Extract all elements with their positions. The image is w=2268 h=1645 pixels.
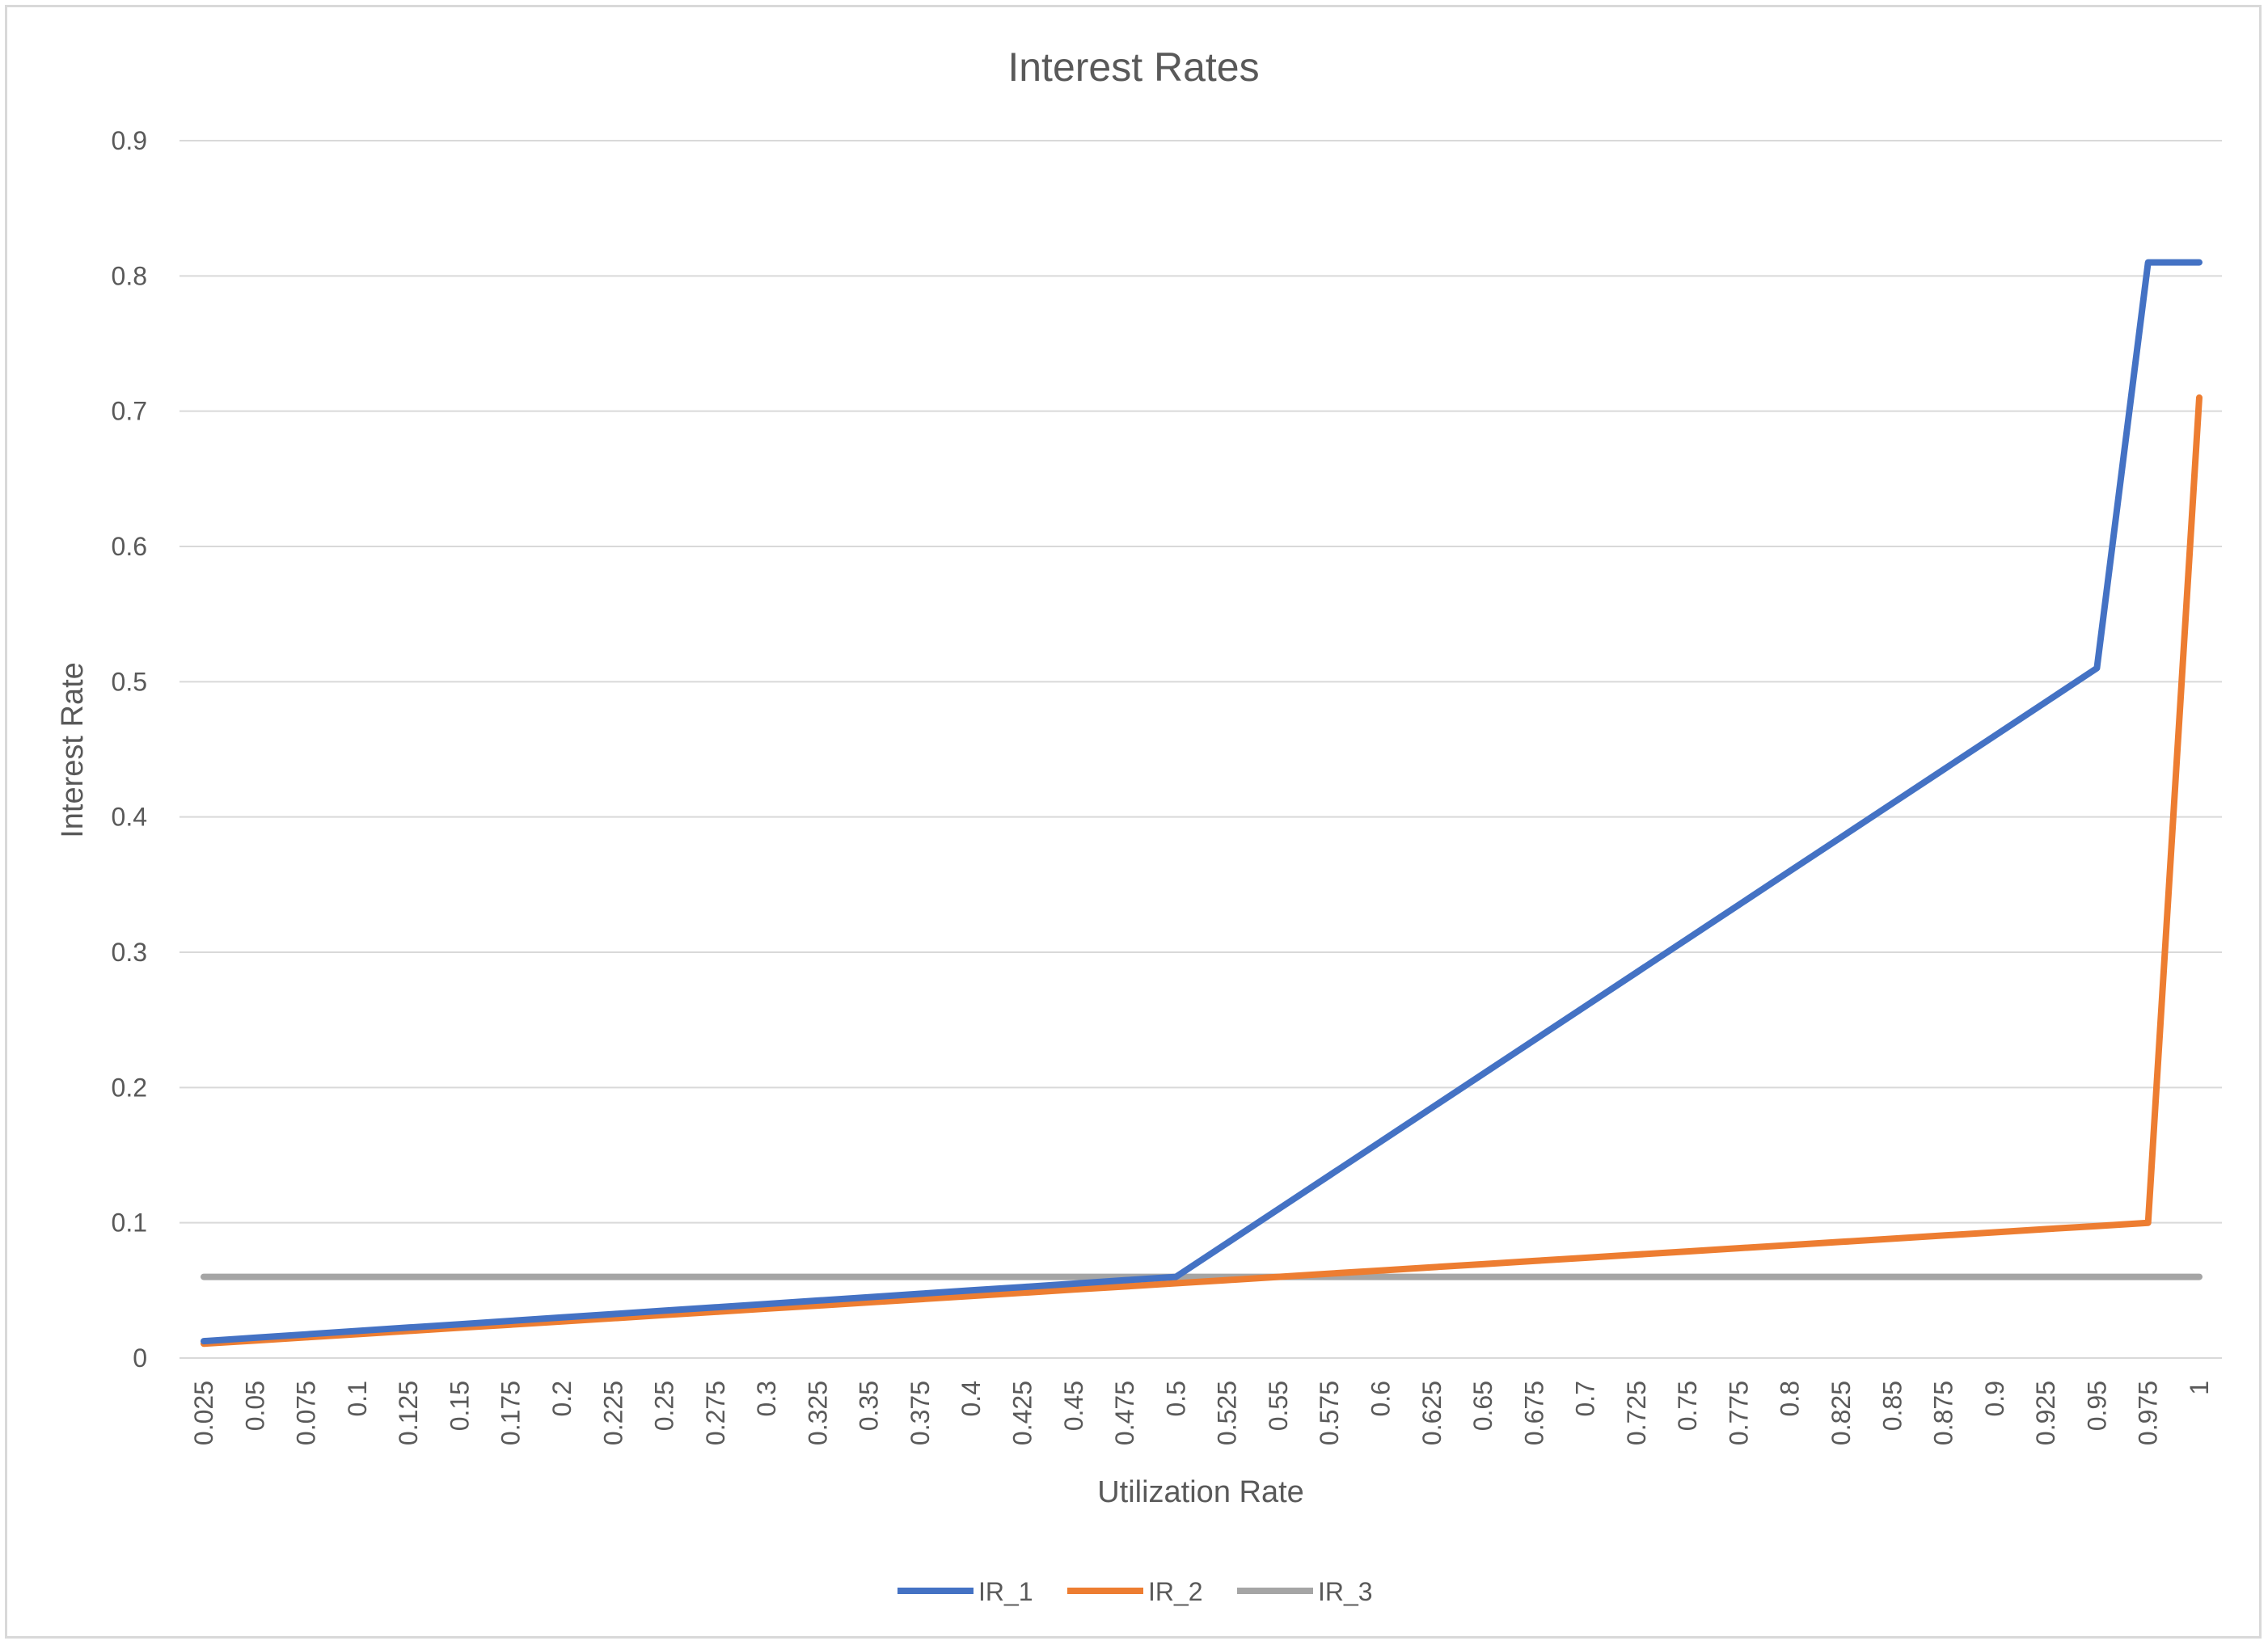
x-tick-label: 0.95: [2082, 1381, 2111, 1431]
y-tick-label: 0.3: [112, 938, 147, 967]
x-tick-label: 0.975: [2134, 1381, 2163, 1445]
x-tick-label: 0.725: [1622, 1381, 1651, 1445]
x-tick-label: 0.6: [1366, 1381, 1395, 1416]
y-tick-label: 0.7: [112, 397, 147, 426]
x-tick-label: 0.3: [752, 1381, 781, 1416]
x-tick-label: 0.75: [1673, 1381, 1702, 1431]
legend-label: IR_3: [1318, 1577, 1373, 1606]
x-tick-label: 0.675: [1519, 1381, 1548, 1445]
x-tick-label: 0.225: [598, 1381, 627, 1445]
x-tick-label: 0.575: [1315, 1381, 1344, 1445]
x-tick-label: 0.525: [1213, 1381, 1242, 1445]
gridlines: [179, 140, 2222, 1359]
y-axis-ticks: 0 0.1 0.2 0.3 0.4 0.5 0.6 0.7 0.8 0.9: [112, 126, 147, 1373]
x-tick-label: 0.85: [1877, 1381, 1907, 1431]
x-tick-label: 0.55: [1264, 1381, 1293, 1431]
x-tick-label: 0.45: [1059, 1381, 1088, 1431]
x-tick-label: 0.475: [1110, 1381, 1139, 1445]
chart-frame: [5, 5, 2262, 1639]
x-tick-label: 0.8: [1776, 1381, 1805, 1416]
x-tick-label: 0.35: [855, 1381, 884, 1431]
x-tick-label: 0.625: [1417, 1381, 1447, 1445]
x-tick-label: 0.775: [1724, 1381, 1753, 1445]
x-tick-label: 0.075: [292, 1381, 321, 1445]
y-tick-label: 0: [133, 1343, 147, 1373]
x-tick-label: 0.275: [701, 1381, 730, 1445]
legend-label: IR_2: [1148, 1577, 1203, 1606]
y-tick-label: 0.6: [112, 532, 147, 561]
x-tick-label: 0.875: [1929, 1381, 1958, 1445]
x-tick-label: 0.375: [906, 1381, 935, 1445]
y-tick-label: 0.2: [112, 1073, 147, 1102]
x-tick-label: 1: [2185, 1381, 2214, 1395]
legend-label: IR_1: [978, 1577, 1033, 1606]
x-tick-label: 0.175: [496, 1381, 526, 1445]
chart-title: Interest Rates: [1007, 44, 1259, 90]
series-line-ir-2: [201, 394, 2203, 1348]
legend: IR_1 IR_2 IR_3: [897, 1577, 1373, 1606]
x-tick-label: 0.7: [1571, 1381, 1600, 1416]
x-tick-label: 0.125: [394, 1381, 423, 1445]
x-axis-ticks: 0.025 0.05 0.075 0.1 0.125 0.15 0.175 0.2 0.225 0…: [189, 1381, 2214, 1445]
x-tick-label: 0.4: [957, 1381, 986, 1416]
x-axis-title: Utilization Rate: [1097, 1475, 1304, 1509]
x-tick-label: 0.15: [445, 1381, 474, 1431]
x-tick-label: 0.5: [1161, 1381, 1190, 1416]
x-tick-label: 0.825: [1827, 1381, 1856, 1445]
x-tick-label: 0.9: [1980, 1381, 2009, 1416]
x-tick-label: 0.1: [343, 1381, 372, 1416]
y-tick-label: 0.8: [112, 261, 147, 290]
x-tick-label: 0.2: [547, 1381, 577, 1416]
x-tick-label: 0.425: [1008, 1381, 1037, 1445]
series-lines: [201, 259, 2203, 1348]
x-tick-label: 0.25: [650, 1381, 679, 1431]
x-tick-label: 0.65: [1468, 1381, 1497, 1431]
y-axis-title: Interest Rate: [56, 662, 90, 838]
x-tick-label: 0.325: [803, 1381, 832, 1445]
series-line-ir-1: [201, 259, 2203, 1345]
y-tick-label: 0.9: [112, 126, 147, 155]
x-tick-label: 0.05: [240, 1381, 269, 1431]
y-tick-label: 0.4: [112, 803, 147, 832]
y-tick-label: 0.5: [112, 667, 147, 696]
x-tick-label: 0.025: [189, 1381, 218, 1445]
y-tick-label: 0.1: [112, 1208, 147, 1238]
x-tick-label: 0.925: [2031, 1381, 2060, 1445]
